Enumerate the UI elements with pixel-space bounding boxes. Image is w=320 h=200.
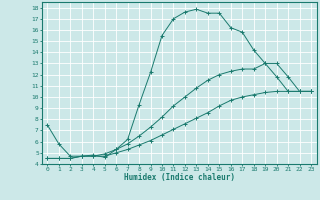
X-axis label: Humidex (Indice chaleur): Humidex (Indice chaleur) bbox=[124, 173, 235, 182]
